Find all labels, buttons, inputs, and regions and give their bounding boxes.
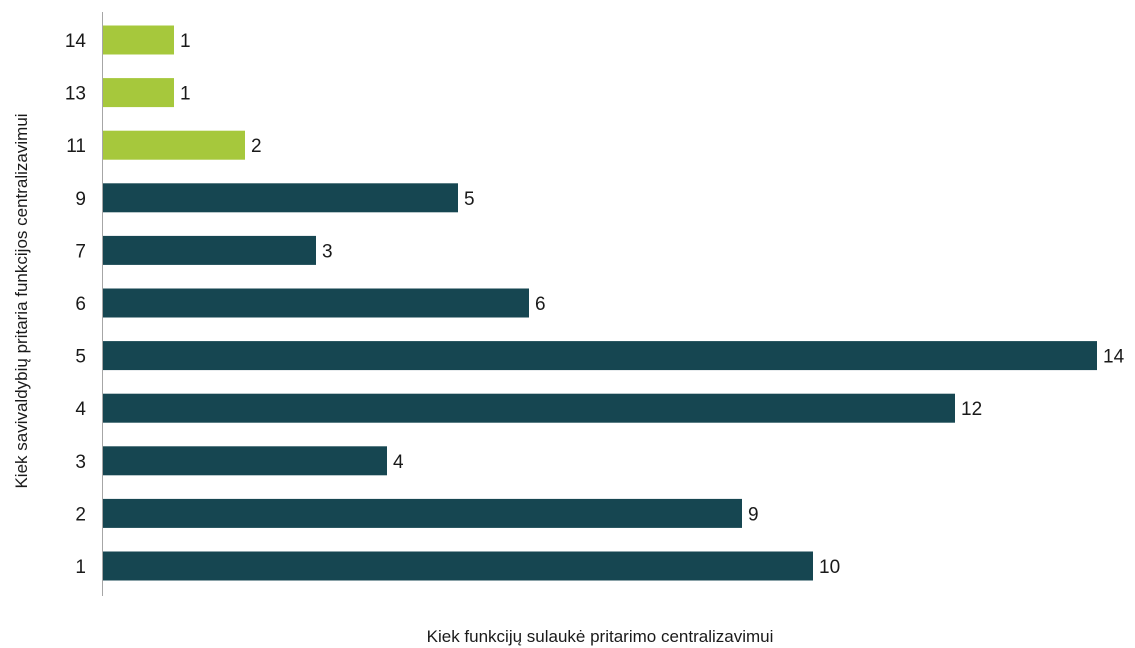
data-label: 12 [961,399,982,420]
bar-6 [103,288,529,318]
bar-2 [103,498,742,528]
y-tick-label: 2 [75,504,86,525]
y-tick-label: 5 [75,347,86,368]
y-tick-label: 14 [65,31,87,52]
data-labels: 10 9 4 12 14 6 3 5 2 1 1 [180,31,1125,578]
y-tick-label: 7 [75,241,86,262]
y-axis-title: Kiek savivaldybių pritaria funkcijos cen… [12,113,31,488]
x-axis-title: Kiek funkcijų sulaukė pritarimo centrali… [427,627,774,646]
data-label: 14 [1103,347,1125,368]
bar-1 [103,551,813,581]
y-tick-label: 13 [65,84,86,105]
y-tick-label: 11 [66,136,86,157]
y-tick-label: 1 [75,557,86,578]
data-label: 5 [464,189,475,210]
bar-14 [103,25,174,55]
data-label: 9 [748,504,759,525]
data-label: 1 [180,84,191,105]
data-label: 3 [322,241,333,262]
y-tick-label: 3 [75,452,86,473]
y-tick-label: 9 [75,189,86,210]
bar-4 [103,393,955,423]
y-tick-labels: 1 2 3 4 5 6 7 9 11 13 14 [65,31,87,578]
bar-9 [103,183,458,213]
data-label: 10 [819,557,840,578]
bar-13 [103,78,174,108]
data-label: 4 [393,452,404,473]
bar-3 [103,446,387,476]
y-tick-label: 4 [75,399,86,420]
data-label: 6 [535,294,546,315]
bar-7 [103,235,316,265]
bar-11 [103,130,245,160]
data-label: 1 [180,31,191,52]
bars-group [103,25,1097,581]
bar-5 [103,341,1097,371]
y-tick-label: 6 [75,294,86,315]
data-label: 2 [251,136,262,157]
